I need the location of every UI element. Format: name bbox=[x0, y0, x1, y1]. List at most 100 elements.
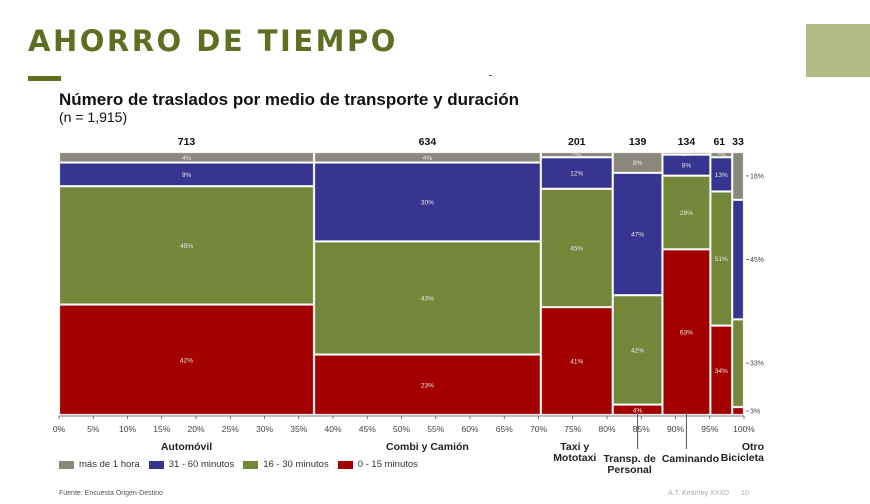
segment-value-label: 47% bbox=[631, 232, 644, 239]
segment-autom-vil-1 bbox=[59, 186, 314, 305]
segment-value-label: 42% bbox=[180, 357, 193, 364]
segment-taxi-y-mototaxi-2 bbox=[541, 157, 613, 189]
source-note: Fuente: Encuesta Origen-Destino bbox=[59, 490, 163, 497]
segment-combi-y-cami-n-2 bbox=[314, 162, 541, 242]
segment-value-label: 13% bbox=[715, 172, 728, 179]
segment-value-label: 63% bbox=[680, 330, 693, 337]
right-annotation-label: 3% bbox=[750, 409, 760, 416]
category-label: Bicicleta bbox=[721, 452, 764, 464]
column-count-label: 134 bbox=[678, 136, 696, 148]
segment-value-label: 2% bbox=[572, 152, 582, 159]
category-label: Taxi y bbox=[560, 441, 589, 453]
segment-value-label: 30% bbox=[421, 199, 434, 206]
segment-otro-2 bbox=[732, 200, 744, 319]
right-annotation-label: 18% bbox=[750, 173, 764, 180]
segment-combi-y-cami-n-0 bbox=[314, 354, 541, 415]
x-tick-label: 10% bbox=[119, 424, 136, 434]
segment-combi-y-cami-n-1 bbox=[314, 241, 541, 355]
footer-credit: A.T. Kearney XXXD bbox=[668, 490, 730, 497]
segment-bicicleta-3 bbox=[710, 152, 732, 157]
x-tick-label: 30% bbox=[256, 424, 273, 434]
segment-value-label: 4% bbox=[182, 155, 192, 162]
category-label: Combi y Camión bbox=[386, 441, 469, 453]
category-label: Personal bbox=[607, 464, 651, 476]
x-tick-label: 80% bbox=[598, 424, 615, 434]
legend-swatch bbox=[243, 460, 259, 469]
segment-autom-vil-3 bbox=[59, 152, 314, 163]
segment-value-label: 42% bbox=[631, 347, 644, 354]
page-number: 10 bbox=[741, 490, 749, 497]
legend-item-31-60-minutos: 31 - 60 minutos bbox=[148, 459, 234, 470]
segment-bicicleta-0 bbox=[710, 325, 732, 415]
legend-label: 0 - 15 minutos bbox=[357, 459, 418, 470]
x-tick-label: 100% bbox=[733, 424, 755, 434]
segment-taxi-y-mototaxi-1 bbox=[541, 189, 613, 307]
segment-taxi-y-mototaxi-0 bbox=[541, 307, 613, 415]
x-tick-label: 95% bbox=[701, 424, 718, 434]
segment-combi-y-cami-n-3 bbox=[314, 152, 541, 163]
segment-value-label: 9% bbox=[182, 172, 192, 179]
x-tick-label: 90% bbox=[667, 424, 684, 434]
right-annotation-label: 45% bbox=[750, 257, 764, 264]
category-label: Transp. de bbox=[603, 453, 656, 465]
x-tick-label: 65% bbox=[496, 424, 513, 434]
segment-caminando-3 bbox=[662, 152, 710, 155]
category-label: Automóvil bbox=[161, 441, 212, 453]
footer: A.T. Kearney XXXD 10 bbox=[668, 490, 749, 497]
segment-autom-vil-2 bbox=[59, 162, 314, 186]
x-tick-label: 70% bbox=[530, 424, 547, 434]
segment-autom-vil-0 bbox=[59, 304, 314, 415]
x-tick-label: 60% bbox=[461, 424, 478, 434]
segment-value-label: 1% bbox=[682, 151, 692, 158]
decorative-dash bbox=[489, 75, 492, 76]
x-tick-label: 35% bbox=[290, 424, 307, 434]
segment-transp-de-personal-2 bbox=[613, 173, 663, 295]
segment-transp-de-personal-1 bbox=[613, 295, 663, 405]
segment-otro-1 bbox=[732, 319, 744, 407]
column-count-label: 201 bbox=[568, 136, 586, 148]
segment-taxi-y-mototaxi-3 bbox=[541, 152, 613, 157]
chart-legend: más de 1 hora 31 - 60 minutos 16 - 30 mi… bbox=[59, 459, 427, 470]
x-tick-label: 50% bbox=[393, 424, 410, 434]
category-label: Otro bbox=[742, 441, 764, 453]
segment-otro-0 bbox=[732, 407, 744, 415]
title-underline bbox=[28, 76, 61, 81]
segment-value-label: 8% bbox=[682, 163, 692, 170]
x-tick-label: 20% bbox=[187, 424, 204, 434]
legend-label: más de 1 hora bbox=[79, 459, 140, 470]
segment-otro-3 bbox=[732, 152, 744, 200]
segment-value-label: 4% bbox=[423, 155, 433, 162]
segment-value-label: 4% bbox=[633, 407, 643, 414]
segment-value-label: 2% bbox=[717, 152, 727, 159]
decorative-corner-square bbox=[806, 24, 870, 77]
legend-label: 16 - 30 minutos bbox=[263, 459, 329, 470]
segment-value-label: 23% bbox=[421, 382, 434, 389]
legend-swatch bbox=[148, 460, 164, 469]
segment-value-label: 43% bbox=[421, 295, 434, 302]
x-tick-label: 25% bbox=[222, 424, 239, 434]
segment-value-label: 51% bbox=[715, 256, 728, 263]
legend-item-16-30-minutos: 16 - 30 minutos bbox=[243, 459, 329, 470]
column-count-label: 139 bbox=[629, 136, 647, 148]
segment-value-label: 12% bbox=[570, 171, 583, 178]
x-tick-label: 5% bbox=[87, 424, 100, 434]
x-tick-label: 0% bbox=[53, 424, 66, 434]
legend-swatch bbox=[59, 460, 74, 469]
segment-bicicleta-1 bbox=[710, 191, 732, 326]
x-tick-label: 55% bbox=[427, 424, 444, 434]
slide-title: AHORRO DE TIEMPO bbox=[28, 24, 398, 58]
column-count-label: 713 bbox=[178, 136, 196, 148]
right-annotation-label: 33% bbox=[750, 361, 764, 368]
segment-value-label: 45% bbox=[180, 243, 193, 250]
x-tick-label: 15% bbox=[153, 424, 170, 434]
x-tick-label: 85% bbox=[633, 424, 650, 434]
chart-title: Número de traslados por medio de transpo… bbox=[59, 90, 520, 109]
segment-caminando-0 bbox=[662, 249, 710, 415]
column-count-label: 61 bbox=[713, 136, 725, 148]
legend-swatch bbox=[337, 460, 353, 469]
x-tick-label: 75% bbox=[564, 424, 581, 434]
legend-item-0-15-minutos: 0 - 15 minutos bbox=[337, 459, 418, 470]
x-tick-label: 40% bbox=[324, 424, 341, 434]
chart-subtitle: (n = 1,915) bbox=[59, 109, 128, 125]
